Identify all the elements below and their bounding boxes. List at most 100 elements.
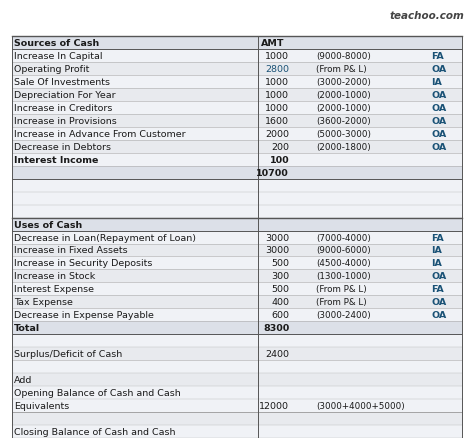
Text: Surplus/Deficit of Cash: Surplus/Deficit of Cash (14, 349, 122, 358)
Text: 3000: 3000 (265, 246, 289, 255)
Text: OA: OA (431, 142, 447, 152)
Bar (12, 425, 462, 438)
Bar (12, 399, 462, 412)
Text: FA: FA (431, 285, 444, 294)
Text: teachoo.com: teachoo.com (390, 11, 465, 21)
Text: 8300: 8300 (263, 323, 289, 332)
Text: Increase in Provisions: Increase in Provisions (14, 117, 117, 126)
Text: 400: 400 (271, 297, 289, 307)
Text: 1000: 1000 (265, 52, 289, 61)
Text: Interest Income: Interest Income (14, 155, 99, 165)
Bar (12, 270, 462, 283)
Text: Increase in Security Deposits: Increase in Security Deposits (14, 259, 153, 268)
Text: Increase in Stock: Increase in Stock (14, 272, 95, 281)
Text: Closing Balance of Cash and Cash: Closing Balance of Cash and Cash (14, 427, 176, 436)
Text: 1600: 1600 (265, 117, 289, 126)
Text: OA: OA (431, 272, 447, 281)
Text: Depreciation For Year: Depreciation For Year (14, 91, 116, 100)
Text: Add: Add (14, 375, 33, 384)
Text: 300: 300 (271, 272, 289, 281)
Text: OA: OA (431, 104, 447, 113)
Text: OA: OA (431, 297, 447, 307)
Text: IA: IA (431, 78, 442, 87)
Text: (3000-2000): (3000-2000) (316, 78, 371, 87)
Text: Increase in Advance From Customer: Increase in Advance From Customer (14, 130, 186, 139)
Bar (12, 257, 462, 270)
Bar (12, 296, 462, 308)
Text: Tax Expense: Tax Expense (14, 297, 73, 307)
Bar (12, 231, 462, 244)
Bar (12, 283, 462, 296)
Bar (12, 373, 462, 386)
Text: Total: Total (14, 323, 40, 332)
Text: OA: OA (431, 91, 447, 100)
Text: 200: 200 (271, 142, 289, 152)
Bar (12, 360, 462, 373)
Bar (12, 386, 462, 399)
Text: Sources of Cash: Sources of Cash (14, 39, 100, 48)
Text: Decrease in Debtors: Decrease in Debtors (14, 142, 111, 152)
Text: Sale Of Investments: Sale Of Investments (14, 78, 110, 87)
Text: Decrease in Loan(Repayment of Loan): Decrease in Loan(Repayment of Loan) (14, 233, 196, 242)
Text: Decrease in Expense Payable: Decrease in Expense Payable (14, 311, 154, 320)
Text: OA: OA (431, 65, 447, 74)
Text: 500: 500 (271, 285, 289, 294)
Text: FA: FA (431, 233, 444, 242)
Bar (12, 321, 462, 334)
Text: (3000+4000+5000): (3000+4000+5000) (316, 401, 405, 410)
Text: (5000-3000): (5000-3000) (316, 130, 371, 139)
Text: (9000-8000): (9000-8000) (316, 52, 371, 61)
Bar (12, 63, 462, 76)
Text: 100: 100 (270, 155, 289, 165)
Text: 2000: 2000 (265, 130, 289, 139)
Bar (12, 244, 462, 257)
Text: 2800: 2800 (265, 65, 289, 74)
Text: (3000-2400): (3000-2400) (316, 311, 371, 320)
Bar (12, 334, 462, 347)
Text: Equivalents: Equivalents (14, 401, 70, 410)
Text: (1300-1000): (1300-1000) (316, 272, 371, 281)
Text: (2000-1000): (2000-1000) (316, 91, 371, 100)
Text: 600: 600 (271, 311, 289, 320)
Text: 3000: 3000 (265, 233, 289, 242)
Text: Uses of Cash: Uses of Cash (14, 220, 82, 229)
Text: (4500-4000): (4500-4000) (316, 259, 371, 268)
Text: (9000-6000): (9000-6000) (316, 246, 371, 255)
Text: 10700: 10700 (256, 168, 289, 177)
Text: Opening Balance of Cash and Cash: Opening Balance of Cash and Cash (14, 388, 181, 397)
Text: AMT: AMT (261, 39, 284, 48)
Text: (From P& L): (From P& L) (316, 65, 367, 74)
Bar (12, 308, 462, 321)
Text: (3600-2000): (3600-2000) (316, 117, 371, 126)
Bar (12, 141, 462, 153)
Text: IA: IA (431, 259, 442, 268)
Text: 500: 500 (271, 259, 289, 268)
Bar (12, 50, 462, 63)
Bar (12, 115, 462, 127)
Text: (2000-1800): (2000-1800) (316, 142, 371, 152)
Text: OA: OA (431, 130, 447, 139)
Text: Increase In Capital: Increase In Capital (14, 52, 103, 61)
Text: (From P& L): (From P& L) (316, 285, 367, 294)
Text: 2400: 2400 (265, 349, 289, 358)
Text: Interest Expense: Interest Expense (14, 285, 94, 294)
Text: Increase in Fixed Assets: Increase in Fixed Assets (14, 246, 128, 255)
Text: OA: OA (431, 117, 447, 126)
Text: 1000: 1000 (265, 104, 289, 113)
Bar (12, 205, 462, 218)
Text: 1000: 1000 (265, 91, 289, 100)
Text: 12000: 12000 (259, 401, 289, 410)
Text: 1000: 1000 (265, 78, 289, 87)
Text: FA: FA (431, 52, 444, 61)
Bar (12, 166, 462, 179)
Text: Increase in Creditors: Increase in Creditors (14, 104, 113, 113)
Text: (2000-1000): (2000-1000) (316, 104, 371, 113)
Bar (12, 347, 462, 360)
Text: (7000-4000): (7000-4000) (316, 233, 371, 242)
Text: OA: OA (431, 311, 447, 320)
Text: (From P& L): (From P& L) (316, 297, 367, 307)
Bar (12, 76, 462, 89)
Text: IA: IA (431, 246, 442, 255)
Bar (12, 153, 462, 166)
Bar (12, 192, 462, 205)
